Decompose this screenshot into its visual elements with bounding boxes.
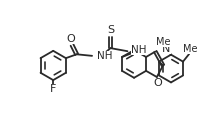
Text: O: O — [66, 34, 75, 44]
Text: N: N — [162, 44, 171, 54]
Text: NH: NH — [97, 51, 112, 61]
Text: O: O — [153, 78, 162, 88]
Text: Me: Me — [156, 37, 170, 47]
Text: S: S — [107, 25, 114, 35]
Text: Me: Me — [184, 44, 198, 54]
Text: F: F — [50, 84, 56, 94]
Text: NH: NH — [131, 46, 147, 55]
